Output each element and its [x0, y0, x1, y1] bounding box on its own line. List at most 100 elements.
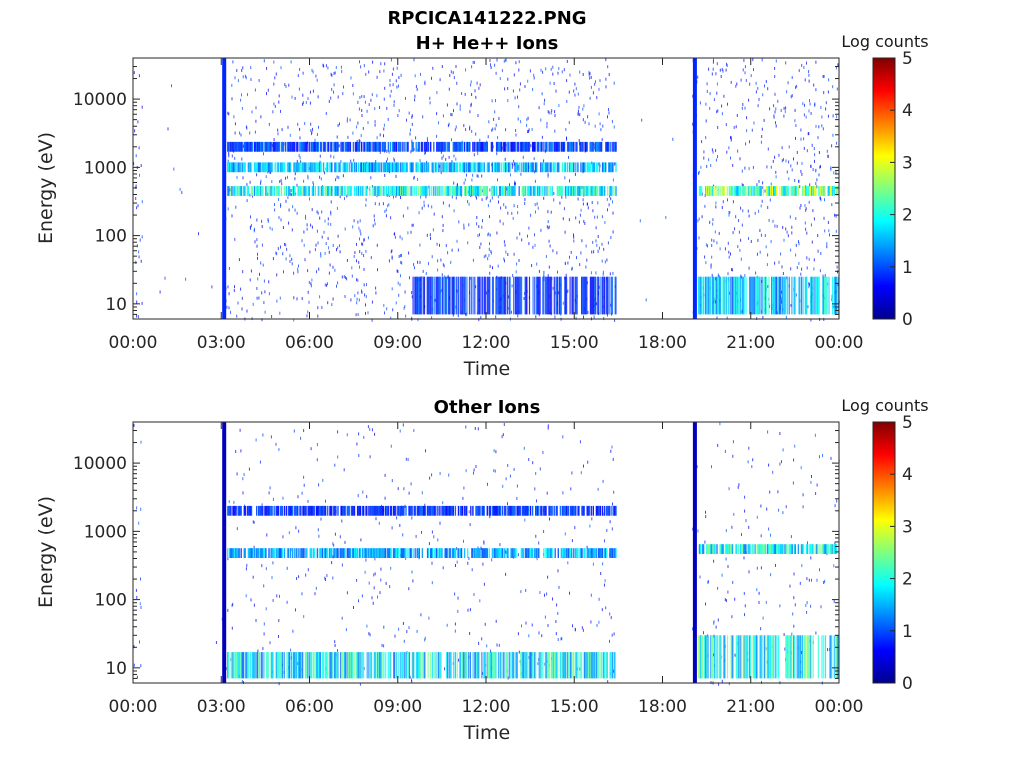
energy-band-cell	[561, 186, 564, 196]
speckle	[171, 84, 172, 88]
speckle	[264, 310, 266, 314]
energy-band-cell	[571, 162, 573, 173]
speckle	[425, 151, 426, 154]
speckle	[553, 198, 555, 202]
energy-band-cell	[736, 186, 739, 196]
speckle	[333, 83, 335, 87]
energy-band-cell	[560, 186, 563, 196]
energy-band-cell	[270, 186, 272, 196]
speckle	[346, 591, 348, 595]
low-energy-cell	[261, 652, 263, 679]
speckle	[520, 120, 522, 124]
low-energy-cell	[271, 652, 273, 679]
speckle	[488, 247, 490, 251]
energy-band-cell	[536, 162, 538, 173]
energy-band-cell	[728, 186, 731, 196]
low-energy-cell	[531, 652, 533, 679]
speckle	[748, 98, 750, 102]
speckle	[383, 127, 385, 131]
energy-band-cell	[742, 544, 744, 554]
speckle	[725, 557, 727, 561]
speckle	[530, 144, 532, 148]
speckle	[499, 543, 501, 547]
low-energy-cell	[747, 635, 749, 679]
speckle	[518, 259, 520, 262]
low-energy-cell	[551, 652, 554, 679]
energy-band-cell	[712, 544, 714, 554]
energy-band-cell	[514, 162, 516, 173]
energy-band-cell	[276, 505, 278, 516]
speckle	[395, 79, 397, 83]
speckle	[788, 145, 790, 149]
speckle	[358, 260, 360, 264]
speckle	[304, 258, 306, 262]
speckle	[517, 205, 519, 208]
speckle	[295, 526, 297, 530]
speckle	[414, 74, 416, 78]
speckle	[835, 214, 837, 218]
speckle	[343, 468, 345, 472]
speckle	[824, 229, 826, 233]
speckle	[489, 515, 491, 519]
speckle	[306, 223, 308, 227]
speckle	[429, 96, 431, 100]
energy-band-cell	[466, 162, 468, 173]
speckle	[463, 181, 465, 185]
speckle	[803, 146, 805, 150]
energy-band-cell	[484, 186, 486, 196]
low-energy-cell	[705, 635, 707, 679]
energy-band-cell	[828, 186, 830, 196]
speckle	[242, 75, 244, 79]
speckle	[535, 472, 537, 475]
energy-band-cell	[730, 186, 733, 196]
low-energy-cell	[796, 635, 798, 679]
energy-band-cell	[326, 548, 328, 558]
speckle	[325, 64, 327, 68]
low-energy-cell	[593, 652, 595, 679]
low-energy-cell	[276, 652, 278, 679]
speckle	[729, 210, 731, 214]
low-energy-cell	[555, 652, 557, 679]
speckle	[539, 591, 541, 594]
speckle	[337, 430, 339, 434]
speckle	[732, 163, 734, 167]
energy-band-cell	[327, 141, 329, 152]
speckle	[520, 590, 522, 594]
speckle	[804, 103, 805, 107]
low-energy-cell	[822, 276, 824, 315]
speckle	[391, 287, 393, 291]
speckle	[798, 242, 800, 246]
speckle	[335, 178, 337, 182]
speckle	[263, 632, 265, 636]
speckle	[250, 66, 252, 70]
energy-band-cell	[529, 186, 532, 196]
energy-band-cell	[393, 186, 396, 196]
energy-band-cell	[305, 548, 307, 558]
low-energy-cell	[587, 652, 589, 679]
energy-band-cell	[320, 141, 323, 152]
speckle	[429, 101, 431, 105]
energy-band-cell	[440, 162, 442, 173]
energy-band-cell	[572, 162, 574, 173]
low-energy-cell	[502, 652, 504, 679]
speckle	[307, 176, 309, 180]
energy-band-cell	[386, 505, 389, 516]
low-energy-cell	[768, 276, 770, 315]
energy-band-cell	[278, 186, 280, 196]
speckle	[758, 209, 760, 213]
low-energy-cell	[464, 652, 466, 679]
speckle	[547, 174, 549, 178]
energy-band-cell	[319, 141, 322, 152]
energy-band-cell	[797, 544, 800, 554]
speckle	[744, 274, 746, 277]
energy-band-cell	[425, 141, 428, 152]
energy-band-cell	[389, 186, 392, 196]
speckle	[291, 262, 293, 266]
energy-band-cell	[458, 162, 461, 173]
speckle	[371, 428, 373, 432]
speckle	[565, 128, 567, 131]
speckle	[497, 136, 499, 140]
low-energy-cell	[562, 652, 564, 679]
low-energy-cell	[545, 276, 547, 315]
energy-band-cell	[537, 505, 539, 516]
